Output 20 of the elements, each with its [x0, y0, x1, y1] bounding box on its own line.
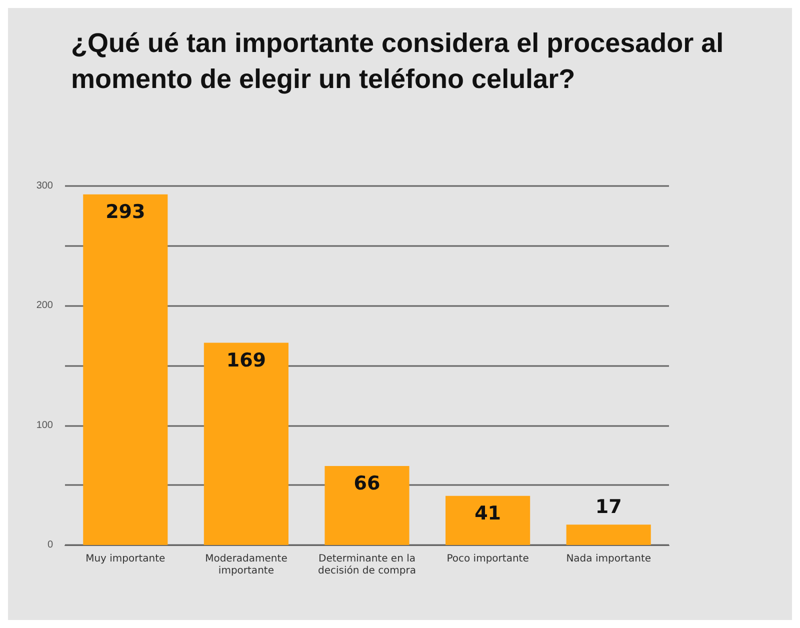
- chart-title: ¿Qué ué tan importante considera el procesador al momento de elegir un teléfono celular?: [71, 28, 732, 94]
- y-tick-label: 200: [36, 300, 54, 312]
- y-tick-label: 100: [36, 420, 54, 431]
- bar: [446, 496, 530, 545]
- y-tick-label: 300: [36, 180, 54, 192]
- data-label: 169: [226, 349, 266, 372]
- data-label: 66: [354, 472, 380, 495]
- data-label: 41: [474, 502, 502, 524]
- bar: [83, 194, 168, 545]
- x-tick-label: Determinante en la decisión de compra: [318, 554, 416, 576]
- x-tick-label: Poco importante: [446, 554, 529, 564]
- data-label: 17: [595, 496, 622, 518]
- x-tick-label: Nada importante: [566, 554, 652, 564]
- data-label: 293: [106, 200, 146, 223]
- x-tick-label: Muy importante: [86, 554, 166, 564]
- x-tick-label: Moderadamente importante: [205, 554, 288, 576]
- y-tick-label: 0: [47, 540, 54, 550]
- bar: [204, 342, 288, 545]
- bar: [566, 524, 651, 545]
- bar: [324, 466, 410, 545]
